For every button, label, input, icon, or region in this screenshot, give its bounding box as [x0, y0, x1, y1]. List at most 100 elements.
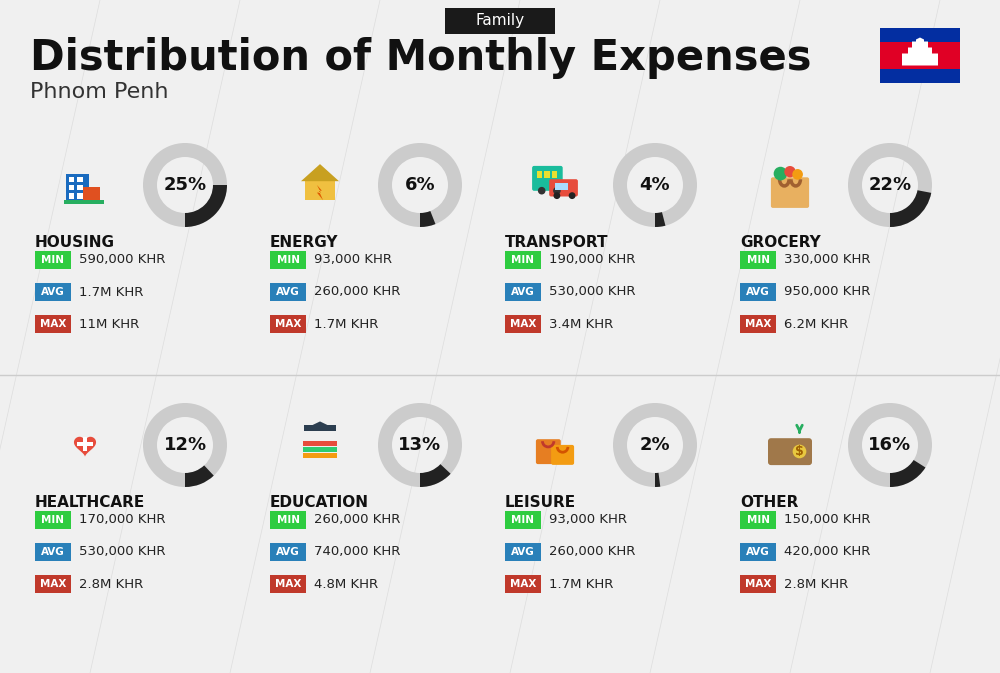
FancyBboxPatch shape: [270, 511, 306, 529]
FancyBboxPatch shape: [445, 8, 555, 34]
Text: 260,000 KHR: 260,000 KHR: [314, 285, 400, 299]
Polygon shape: [74, 437, 96, 457]
Text: 260,000 KHR: 260,000 KHR: [314, 513, 400, 526]
Text: 1.7M KHR: 1.7M KHR: [314, 318, 378, 330]
Text: 13%: 13%: [398, 436, 442, 454]
Wedge shape: [143, 143, 227, 227]
Wedge shape: [420, 464, 451, 487]
FancyBboxPatch shape: [77, 193, 83, 199]
Text: MAX: MAX: [510, 579, 536, 589]
Text: $: $: [795, 445, 804, 458]
Text: AVG: AVG: [276, 547, 300, 557]
Text: MIN: MIN: [276, 255, 300, 265]
Text: 12%: 12%: [163, 436, 207, 454]
Text: 16%: 16%: [868, 436, 912, 454]
Text: 6.2M KHR: 6.2M KHR: [784, 318, 848, 330]
FancyBboxPatch shape: [505, 315, 541, 333]
Text: 950,000 KHR: 950,000 KHR: [784, 285, 870, 299]
Text: 2.8M KHR: 2.8M KHR: [784, 577, 848, 590]
FancyBboxPatch shape: [740, 511, 776, 529]
Wedge shape: [613, 403, 697, 487]
Circle shape: [553, 187, 561, 194]
Text: 2.8M KHR: 2.8M KHR: [79, 577, 143, 590]
Wedge shape: [378, 403, 462, 487]
FancyBboxPatch shape: [555, 183, 568, 190]
Wedge shape: [378, 143, 462, 227]
Text: MAX: MAX: [40, 579, 66, 589]
Polygon shape: [902, 38, 938, 65]
FancyBboxPatch shape: [880, 42, 960, 69]
Text: TRANSPORT: TRANSPORT: [505, 235, 608, 250]
Text: 150,000 KHR: 150,000 KHR: [784, 513, 870, 526]
FancyBboxPatch shape: [505, 575, 541, 593]
FancyBboxPatch shape: [69, 193, 74, 199]
Wedge shape: [890, 190, 931, 227]
FancyBboxPatch shape: [83, 437, 87, 451]
Text: Distribution of Monthly Expenses: Distribution of Monthly Expenses: [30, 37, 812, 79]
Circle shape: [784, 166, 796, 178]
FancyBboxPatch shape: [35, 511, 71, 529]
Polygon shape: [317, 185, 323, 200]
FancyBboxPatch shape: [66, 174, 89, 200]
Text: 25%: 25%: [163, 176, 207, 194]
Text: AVG: AVG: [746, 547, 770, 557]
Text: 3.4M KHR: 3.4M KHR: [549, 318, 613, 330]
Text: HEALTHCARE: HEALTHCARE: [35, 495, 145, 510]
Text: MAX: MAX: [40, 319, 66, 329]
Text: OTHER: OTHER: [740, 495, 798, 510]
Text: 190,000 KHR: 190,000 KHR: [549, 254, 635, 267]
Text: 420,000 KHR: 420,000 KHR: [784, 546, 870, 559]
FancyBboxPatch shape: [270, 543, 306, 561]
Text: MIN: MIN: [42, 515, 64, 525]
Wedge shape: [848, 143, 932, 227]
Text: AVG: AVG: [511, 547, 535, 557]
Text: 260,000 KHR: 260,000 KHR: [549, 546, 635, 559]
Text: 2%: 2%: [640, 436, 670, 454]
Wedge shape: [655, 472, 660, 487]
FancyBboxPatch shape: [740, 575, 776, 593]
Text: 22%: 22%: [868, 176, 912, 194]
FancyBboxPatch shape: [270, 283, 306, 301]
FancyBboxPatch shape: [270, 315, 306, 333]
Text: 530,000 KHR: 530,000 KHR: [79, 546, 166, 559]
FancyBboxPatch shape: [77, 176, 83, 182]
FancyBboxPatch shape: [77, 185, 83, 190]
FancyBboxPatch shape: [305, 181, 335, 200]
Text: AVG: AVG: [41, 287, 65, 297]
Text: 590,000 KHR: 590,000 KHR: [79, 254, 165, 267]
Text: AVG: AVG: [41, 547, 65, 557]
FancyBboxPatch shape: [35, 283, 71, 301]
Text: AVG: AVG: [276, 287, 300, 297]
FancyBboxPatch shape: [64, 200, 104, 204]
FancyBboxPatch shape: [768, 438, 812, 465]
FancyBboxPatch shape: [303, 453, 337, 458]
FancyBboxPatch shape: [505, 251, 541, 269]
Text: 93,000 KHR: 93,000 KHR: [549, 513, 627, 526]
FancyBboxPatch shape: [740, 315, 776, 333]
Wedge shape: [185, 185, 227, 227]
FancyBboxPatch shape: [552, 170, 557, 178]
Text: 740,000 KHR: 740,000 KHR: [314, 546, 400, 559]
FancyBboxPatch shape: [35, 575, 71, 593]
Text: MAX: MAX: [745, 579, 771, 589]
FancyBboxPatch shape: [880, 69, 960, 83]
Circle shape: [553, 192, 560, 199]
Text: MIN: MIN: [512, 255, 534, 265]
Text: HOUSING: HOUSING: [35, 235, 115, 250]
FancyBboxPatch shape: [303, 441, 337, 446]
FancyBboxPatch shape: [740, 543, 776, 561]
Circle shape: [569, 192, 576, 199]
Text: MAX: MAX: [275, 579, 301, 589]
Text: Phnom Penh: Phnom Penh: [30, 82, 168, 102]
FancyBboxPatch shape: [83, 187, 100, 200]
FancyBboxPatch shape: [35, 315, 71, 333]
Text: LEISURE: LEISURE: [505, 495, 576, 510]
Wedge shape: [848, 403, 932, 487]
Text: 11M KHR: 11M KHR: [79, 318, 139, 330]
Circle shape: [792, 169, 803, 180]
FancyBboxPatch shape: [536, 439, 561, 464]
Text: 4.8M KHR: 4.8M KHR: [314, 577, 378, 590]
Text: 530,000 KHR: 530,000 KHR: [549, 285, 636, 299]
FancyBboxPatch shape: [549, 179, 578, 197]
FancyBboxPatch shape: [35, 251, 71, 269]
